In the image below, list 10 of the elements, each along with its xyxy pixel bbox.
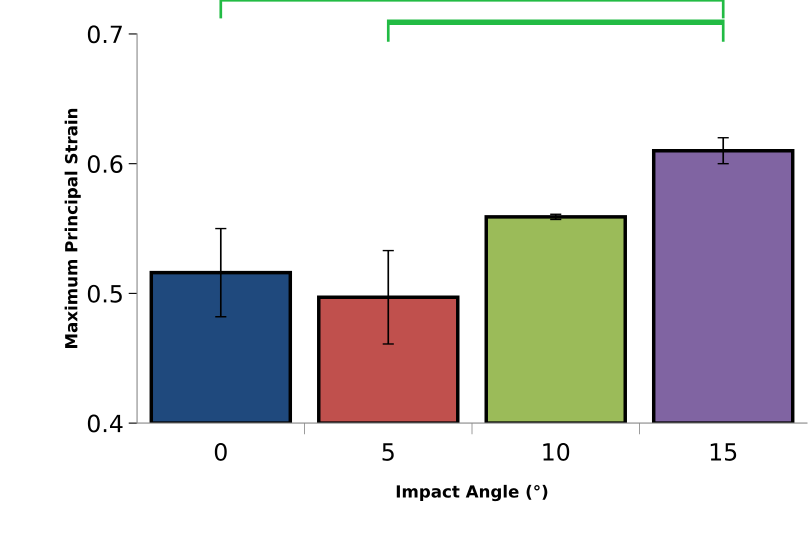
x-tick-label: 10 — [543, 442, 570, 461]
y-tick-label: 0.4 — [88, 414, 123, 432]
y-tick-label: 0.5 — [88, 284, 122, 303]
x-tick-label: 5 — [382, 443, 394, 461]
y-axis-title: Maximum Principal Strain — [64, 108, 81, 348]
x-tick-label: 0 — [214, 442, 227, 461]
y-tick-label: 0.7 — [88, 25, 122, 44]
x-axis-title: Impact Angle (°) — [396, 484, 548, 502]
x-tick-label: 15 — [710, 443, 736, 461]
y-tick-label: 0.6 — [88, 155, 122, 173]
